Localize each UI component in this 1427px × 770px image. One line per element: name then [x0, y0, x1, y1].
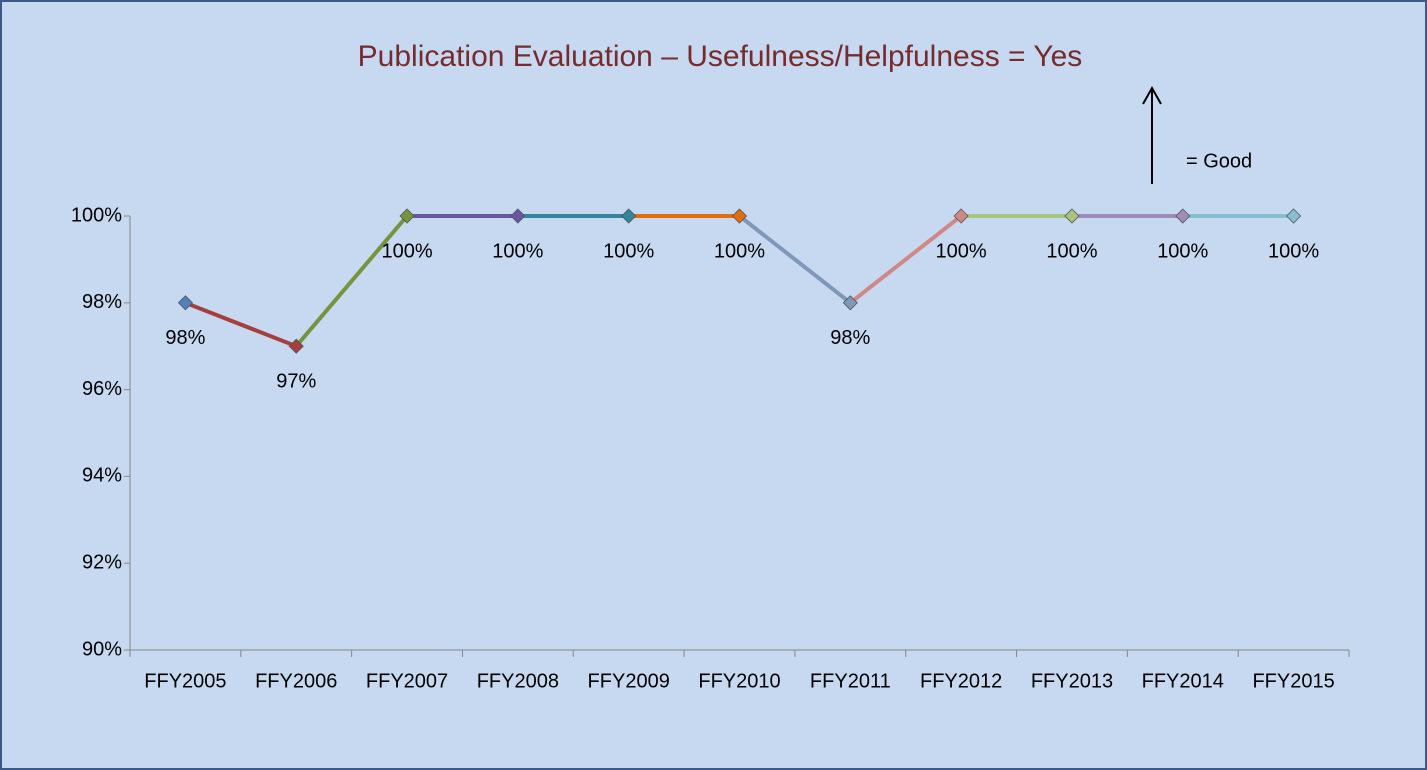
data-label: 100% — [1157, 240, 1208, 262]
x-tick-label: FFY2010 — [698, 670, 780, 692]
x-tick-label: FFY2007 — [366, 670, 448, 692]
chart-title: Publication Evaluation – Usefulness/Help… — [358, 40, 1083, 73]
y-tick-label: 100% — [71, 204, 122, 226]
x-tick-label: FFY2014 — [1142, 670, 1224, 692]
x-tick-label: FFY2008 — [477, 670, 559, 692]
marker — [1175, 208, 1191, 224]
x-tick-label: FFY2006 — [255, 670, 337, 692]
arrow-head — [1142, 85, 1162, 105]
y-tick-label: 96% — [82, 378, 122, 400]
marker — [1286, 208, 1302, 224]
x-tick-label: FFY2011 — [810, 670, 891, 692]
marker — [1064, 208, 1080, 224]
data-label: 100% — [492, 240, 543, 262]
x-tick-label: FFY2013 — [1031, 670, 1113, 692]
marker — [510, 208, 526, 224]
data-label: 98% — [830, 327, 870, 349]
data-label: 97% — [276, 370, 316, 392]
y-tick-label: 92% — [82, 551, 122, 573]
data-label: 98% — [165, 327, 205, 349]
y-tick-label: 94% — [82, 465, 122, 487]
marker — [731, 208, 748, 224]
marker — [842, 295, 858, 311]
marker — [288, 338, 304, 354]
x-tick-label: FFY2005 — [144, 670, 226, 692]
marker — [621, 208, 637, 224]
data-label: 100% — [603, 240, 654, 262]
data-label: 100% — [1268, 240, 1319, 262]
data-label: 100% — [714, 240, 765, 262]
data-label: 100% — [936, 240, 987, 262]
data-label: 100% — [1046, 240, 1097, 262]
y-tick-label: 90% — [82, 638, 122, 660]
line-segment — [294, 214, 409, 348]
x-tick-label: FFY2012 — [920, 670, 1002, 692]
annotation: = Good — [1186, 150, 1252, 172]
y-tick-label: 98% — [82, 291, 122, 313]
marker — [177, 295, 193, 311]
x-tick-label: FFY2009 — [588, 670, 670, 692]
x-tick-label: FFY2015 — [1252, 670, 1334, 692]
marker — [399, 208, 415, 224]
line-segment — [184, 300, 297, 349]
marker — [953, 208, 969, 224]
data-label: 100% — [381, 240, 432, 262]
line-segment — [849, 214, 963, 305]
line-segment — [738, 214, 852, 305]
